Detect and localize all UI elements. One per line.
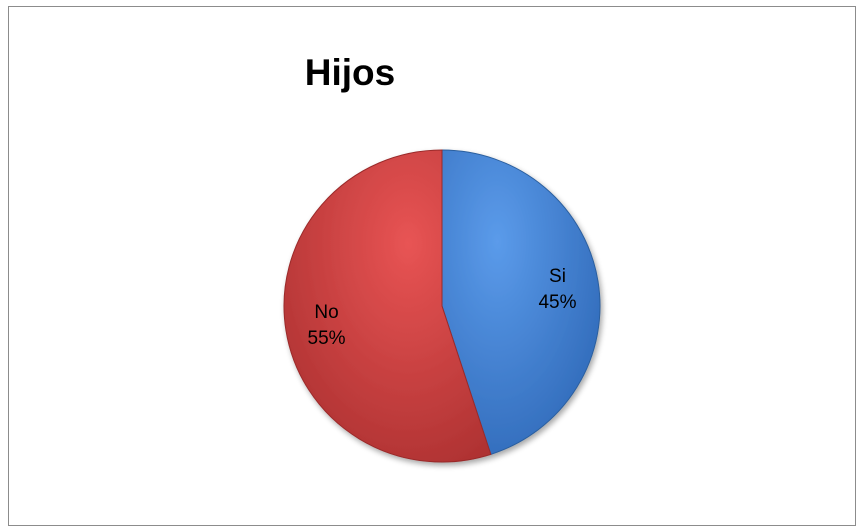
slice-label-si: Si: [549, 266, 566, 287]
slice-value-si: 45%: [538, 292, 576, 313]
pie-slice-no: [283, 149, 492, 463]
pie-chart: Si 45% No 55%: [283, 149, 601, 463]
pie-slice-si: [441, 149, 601, 455]
slice-value-no: 55%: [308, 328, 346, 349]
chart-title: Hijos: [304, 52, 396, 93]
slice-label-no: No: [314, 302, 338, 323]
